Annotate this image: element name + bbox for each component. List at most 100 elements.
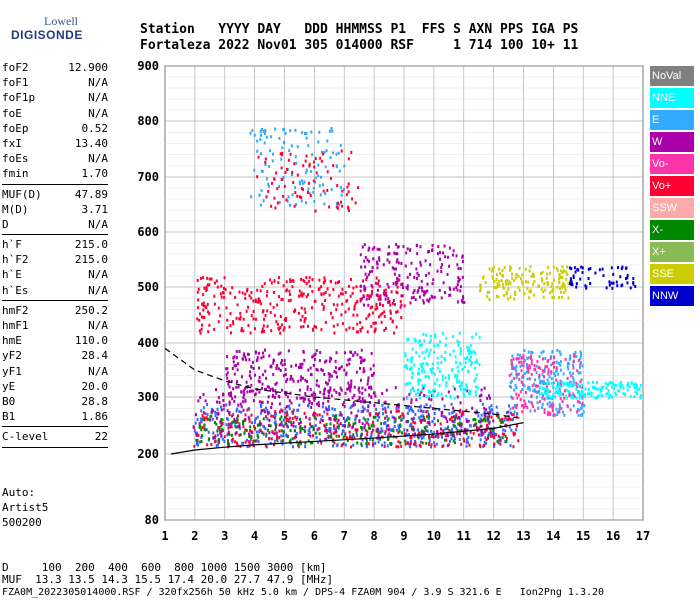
data-point [203,427,206,431]
data-point [556,391,559,395]
data-point [335,351,338,355]
data-point [347,424,350,428]
data-point [363,426,366,430]
data-point [452,434,455,438]
data-point [265,294,268,298]
data-point [538,389,541,393]
data-point [503,418,506,422]
data-point [457,369,460,373]
data-point [305,276,308,280]
data-point [261,327,264,331]
data-point [377,412,380,416]
data-point [459,387,462,391]
data-point [449,432,452,436]
data-point [546,402,549,406]
data-point [319,193,322,197]
data-point [260,405,263,409]
data-point [485,438,488,442]
data-point [364,428,367,432]
data-point [584,392,587,396]
data-point [335,417,338,421]
data-point [519,353,522,357]
data-point [624,266,627,270]
data-point [561,380,564,384]
data-point [445,336,448,340]
data-point [491,408,494,412]
data-point [270,204,273,208]
data-point [520,360,523,364]
data-point [206,302,209,306]
data-point [513,366,516,370]
data-point [548,405,551,409]
data-point [349,389,352,393]
data-point [303,320,306,324]
data-point [463,365,466,369]
data-point [195,433,198,437]
data-point [291,445,294,449]
data-point [529,356,532,360]
data-point [318,404,321,408]
data-point [444,255,447,259]
data-point [396,278,399,282]
data-point [629,394,632,398]
data-point [381,392,384,396]
data-point [568,357,571,361]
data-point [302,181,305,185]
data-point [389,311,392,315]
data-point [395,445,398,449]
data-point [348,417,351,421]
data-point [248,419,251,423]
data-point [436,344,439,348]
data-point [293,310,296,314]
data-point [246,305,249,309]
data-point [314,423,317,427]
data-point [569,282,572,286]
data-point [232,387,235,391]
param-row: foEs N/A [2,151,108,166]
data-point [614,383,617,387]
data-point [523,349,526,353]
param-name: C-level [2,430,49,444]
data-point [468,352,471,356]
data-point [297,365,300,369]
data-point [347,398,350,402]
data-point [526,366,529,370]
data-point [510,372,513,376]
data-point [296,416,299,420]
data-point [271,152,274,156]
data-point [236,425,239,429]
data-point [251,431,254,435]
data-point [359,253,362,257]
data-point [239,444,242,448]
data-point [367,405,370,409]
data-point [217,320,220,324]
data-point [275,381,278,385]
data-point [453,416,456,420]
data-point [496,412,499,416]
data-point [333,426,336,430]
data-point [387,424,390,428]
param-row: yF2 28.4 [2,348,108,363]
data-point [385,388,388,392]
data-point [299,417,302,421]
data-point [216,407,219,411]
data-point [219,405,222,409]
data-point [551,349,554,353]
data-point [343,351,346,355]
data-point [218,428,221,432]
data-point [267,395,270,399]
data-point [262,309,265,313]
data-point [532,293,535,297]
data-point [509,282,512,286]
data-point [329,156,332,160]
param-row: foF1 N/A [2,75,108,90]
data-point [253,133,256,137]
data-point [304,445,307,449]
data-point [351,197,354,201]
data-point [523,292,526,296]
data-point [588,392,591,396]
data-point [571,283,574,287]
data-point [306,404,309,408]
data-point [248,440,251,444]
legend-item: NoVal [650,66,694,86]
